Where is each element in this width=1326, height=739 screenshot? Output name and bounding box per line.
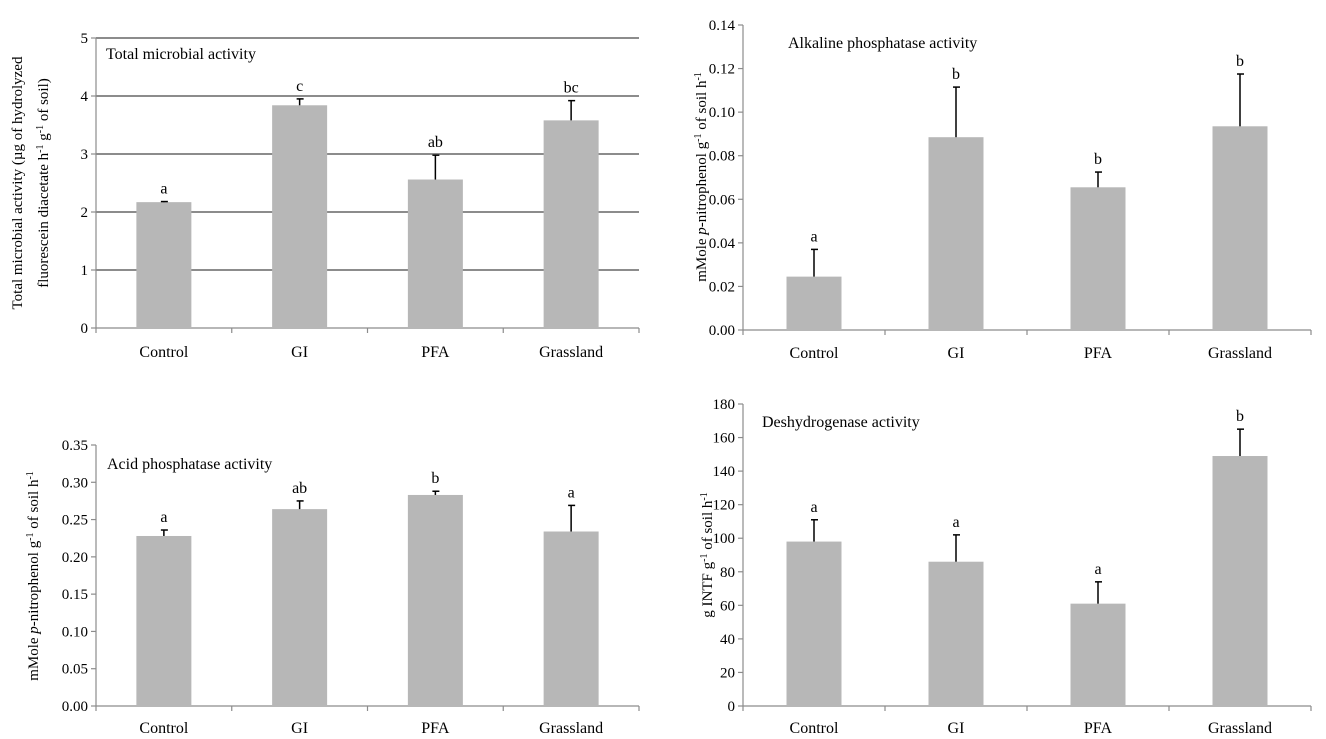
y-tick-label: 0.15 [62, 587, 88, 603]
y-tick-label: 0.10 [709, 105, 735, 121]
y-tick-label: 0.06 [709, 192, 736, 208]
y-tick-label: 100 [713, 531, 736, 547]
category-label: PFA [1084, 720, 1113, 737]
category-label: Control [790, 720, 839, 737]
y-tick-label: 0.00 [62, 699, 88, 715]
y-tick-label: 0 [728, 699, 736, 715]
y-tick-label: 0.35 [62, 438, 88, 454]
category-label: GI [948, 345, 965, 362]
significance-letter: bc [564, 80, 579, 97]
y-tick-label: 40 [720, 632, 735, 648]
category-label: GI [948, 720, 965, 737]
category-label: Control [139, 344, 188, 361]
bar-pfa [1070, 603, 1126, 706]
y-axis-label: Total microbial activity (µg of hydrolyz… [10, 56, 26, 309]
bar-gi [928, 561, 984, 706]
category-label: PFA [1084, 345, 1113, 362]
significance-letter: ab [292, 480, 307, 497]
significance-letter: b [1236, 53, 1244, 70]
significance-letter: c [296, 78, 303, 95]
category-label: PFA [421, 720, 450, 737]
chart-title: Total microbial activity [106, 46, 256, 63]
bar-gi [928, 137, 984, 330]
y-tick-label: 5 [81, 31, 89, 47]
chart-panel-1: 0 1 2 3 4 5 a Control c GI ab PFA bc Grassland Total m… [10, 31, 640, 361]
significance-letter: b [952, 66, 960, 83]
significance-letter: b [1094, 151, 1102, 168]
significance-letter: ab [428, 134, 443, 151]
y-tick-label: 0.02 [709, 279, 735, 295]
bar-grassland [1212, 456, 1268, 706]
chart-panel-4: 0 20 40 60 80 100 120 140 160 180 a Control a GI a PFA b… [699, 397, 1312, 737]
category-label: GI [291, 344, 308, 361]
bar-grassland [1212, 126, 1268, 330]
chart-title: Alkaline phosphatase activity [788, 35, 977, 52]
y-tick-label: 0.14 [709, 18, 736, 34]
bar-control [786, 541, 842, 706]
significance-letter: a [810, 499, 817, 516]
significance-letter: b [1236, 408, 1244, 425]
significance-letter: b [431, 470, 439, 487]
category-label: PFA [421, 344, 450, 361]
bar-pfa [1070, 187, 1126, 330]
y-tick-label: 0.00 [709, 323, 735, 339]
bar-pfa [407, 179, 463, 328]
y-tick-label: 0.30 [62, 475, 88, 491]
y-tick-label: 0.25 [62, 513, 88, 529]
y-tick-label: 3 [81, 147, 89, 163]
category-label: Control [790, 345, 839, 362]
bar-gi [272, 509, 328, 706]
y-tick-label: 140 [713, 464, 736, 480]
y-tick-label: 0 [81, 321, 89, 337]
y-tick-label: 0.12 [709, 62, 735, 78]
chart-panel-2: 0.00 0.02 0.04 0.06 0.08 0.10 0.12 0.14 a Control… [693, 18, 1312, 362]
bar-pfa [407, 494, 463, 706]
bar-control [136, 202, 192, 328]
chart-title: Acid phosphatase activity [107, 456, 272, 473]
bar-grassland [543, 120, 599, 328]
y-axis-label: mMole p-nitrophenol g-1 of soil h-1 [693, 72, 711, 282]
y-tick-label: 4 [81, 89, 89, 105]
y-axis-label: g INTF g-1 of soil h-1 [699, 492, 717, 617]
bar-control [136, 535, 192, 706]
y-axis-label: mMole p-nitrophenol g-1 of soil h-1 [25, 471, 43, 681]
bar-control [786, 276, 842, 330]
y-tick-label: 20 [720, 665, 735, 681]
y-tick-label: 180 [713, 397, 736, 413]
significance-letter: a [952, 514, 959, 531]
y-tick-label: 1 [81, 263, 89, 279]
chart-panel-3: 0.00 0.05 0.10 0.15 0.20 0.25 0.30 0.35 a Control… [25, 438, 640, 737]
y-tick-label: 2 [81, 205, 89, 221]
category-label: Control [139, 720, 188, 737]
y-tick-label: 0.08 [709, 149, 735, 165]
significance-letter: a [160, 181, 167, 198]
chart-title: Deshydrogenase activity [762, 414, 920, 431]
significance-letter: a [810, 228, 817, 245]
significance-letter: a [1094, 561, 1101, 578]
y-axis-label: fluorescein diacetate h-1 g-1 of soil) [35, 78, 53, 288]
y-tick-label: 60 [720, 598, 735, 614]
bar-gi [272, 105, 328, 328]
y-tick-label: 0.10 [62, 624, 88, 640]
y-tick-label: 0.05 [62, 662, 88, 678]
category-label: Grassland [1208, 720, 1272, 737]
bar-grassland [543, 531, 599, 706]
y-tick-label: 80 [720, 565, 735, 581]
significance-letter: a [160, 509, 167, 526]
category-label: Grassland [539, 720, 603, 737]
y-tick-label: 120 [713, 498, 736, 514]
significance-letter: a [568, 484, 575, 501]
y-tick-label: 0.04 [709, 236, 736, 252]
category-label: Grassland [539, 344, 603, 361]
y-tick-label: 160 [713, 431, 736, 447]
category-label: Grassland [1208, 345, 1272, 362]
category-label: GI [291, 720, 308, 737]
y-tick-label: 0.20 [62, 550, 88, 566]
